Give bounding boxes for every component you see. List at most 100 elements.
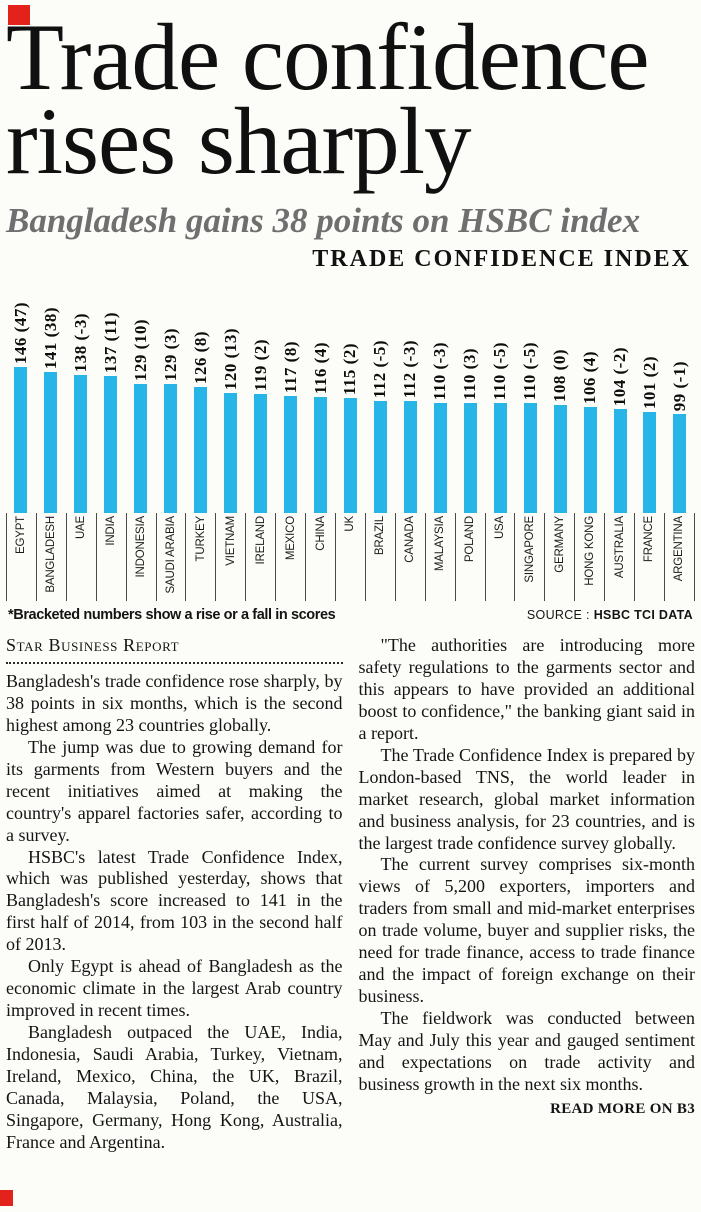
bar-value-label: 116 (4) [310,341,330,394]
bar-column: 99 (-1) [665,361,695,513]
bar [284,395,298,513]
trade-confidence-chart: TRADE CONFIDENCE INDEX 146 (47) 141 (38) 1… [0,246,701,627]
category-cell: SINGAPORE [514,512,544,601]
bar-value-label: 126 (8) [190,330,210,384]
category-label: BANGLADESH [45,515,58,593]
category-cell: POLAND [454,512,485,601]
headline: Trade confidence rises sharply [6,10,695,189]
bar-value-label: 141 (38) [40,306,60,369]
bar [134,383,148,513]
bar-value-label: 112 (-5) [370,339,390,398]
chart-source-value: HSBC TCI DATA [593,607,693,622]
bar-column: 141 (38) [36,307,66,513]
bar [553,404,567,513]
category-cell: EGYPT [6,512,36,601]
article-column-left: Bangladesh's trade confidence rose sharp… [6,671,343,1154]
bar-column: 112 (-5) [365,340,395,513]
bar-value-label: 110 (-5) [490,341,510,400]
article-paragraph: The jump was due to growing demand for i… [6,736,343,845]
article-paragraph: The fieldwork was conducted between May … [358,1008,696,1094]
category-label: USA [493,515,506,539]
category-label: FRANCE [643,515,656,563]
bar [613,408,627,513]
category-label: ARGENTINA [673,515,686,582]
bar-column: 138 (-3) [66,313,96,513]
chart-title: TRADE CONFIDENCE INDEX [312,245,691,272]
bar-column: 110 (-3) [425,342,455,513]
category-cell: AUSTRALIA [604,512,634,601]
bar-value-label: 129 (3) [160,327,180,381]
bar-column: 115 (2) [335,343,365,513]
bar-column: 119 (2) [246,339,276,513]
bar-value-label: 108 (0) [550,348,570,402]
bar [74,374,88,513]
bar [254,393,268,513]
bar [224,392,238,513]
headline-line1: Trade confidence [6,4,650,110]
category-label: IRELAND [254,515,267,565]
read-more-note: READ MORE ON B3 [550,1100,695,1117]
bar [373,400,387,513]
category-label: BRAZIL [374,515,387,555]
bar-value-label: 138 (-3) [70,312,90,372]
article-paragraph: The current survey comprises six-month v… [358,854,696,1007]
bar [583,406,597,513]
article-paragraph: The Trade Confidence Index is prepared b… [358,744,696,853]
bar-column: 120 (13) [216,328,246,513]
category-label: VIETNAM [224,515,237,566]
bar-column: 129 (3) [156,328,186,513]
category-cell: SAUDI ARABIA [155,512,186,601]
category-cell: USA [484,512,515,601]
chart-footer: *Bracketed numbers show a rise or a fall… [0,601,701,627]
bar-value-label: 104 (-2) [610,346,630,406]
category-label: CANADA [404,515,417,563]
category-cell: UK [334,512,365,601]
bar [44,371,58,513]
page-corner-mark-top [8,5,30,25]
category-cell: FRANCE [634,512,664,601]
category-cell: CHINA [305,512,335,601]
bar-value-label: 146 (47) [10,301,30,364]
bar-column: 117 (8) [276,341,306,513]
bar-value-label: 101 (2) [639,355,659,409]
category-label: INDIA [105,515,118,546]
category-cell: GERMANY [544,512,574,601]
bar-value-label: 106 (4) [580,350,600,404]
bar [14,366,28,513]
bar [433,402,447,513]
bar-value-label: 110 (-3) [430,341,450,400]
bar [314,396,327,513]
bar [194,386,208,513]
bar-value-label: 99 (-1) [669,360,689,411]
chart-bars: 146 (47) 141 (38) 138 (-3) 137 (11) 129 (10)… [0,275,701,513]
category-label: SAUDI ARABIA [164,515,177,594]
bar-column: 126 (8) [186,331,216,513]
bar [463,402,477,513]
category-label: AUSTRALIA [613,515,626,579]
category-label: TURKEY [194,515,207,562]
article-body: Star Business Report Bangladesh's trade … [0,627,701,1154]
bar-value-label: 117 (8) [280,340,300,393]
bar-column: 129 (10) [126,319,156,513]
bar-column: 110 (-5) [485,342,515,513]
article-paragraph: Bangladesh outpaced the UAE, India, Indo… [6,1022,343,1152]
bar-column: 104 (-2) [605,347,635,513]
category-cell: CANADA [394,512,425,601]
bar-value-label: 120 (13) [220,327,240,390]
bar-value-label: 119 (2) [250,338,270,391]
category-label: EGYPT [15,515,28,554]
chart-source-prefix: SOURCE : [526,607,590,622]
article-paragraph: "The authorities are introducing more sa… [358,634,696,743]
article-column-left-wrap: Star Business Report Bangladesh's trade … [6,635,343,1154]
category-label: HONG KONG [583,515,596,586]
category-cell: VIETNAM [215,512,245,601]
bar-column: 101 (2) [635,356,665,513]
bar-column: 146 (47) [6,302,36,513]
article-paragraph: Only Egypt is ahead of Bangladesh as the… [6,956,343,1021]
byline: Star Business Report [6,634,180,655]
bar-column: 108 (0) [545,349,575,513]
bar-column: 112 (-3) [395,340,425,513]
category-cell: MEXICO [275,512,305,601]
bar [523,402,537,513]
